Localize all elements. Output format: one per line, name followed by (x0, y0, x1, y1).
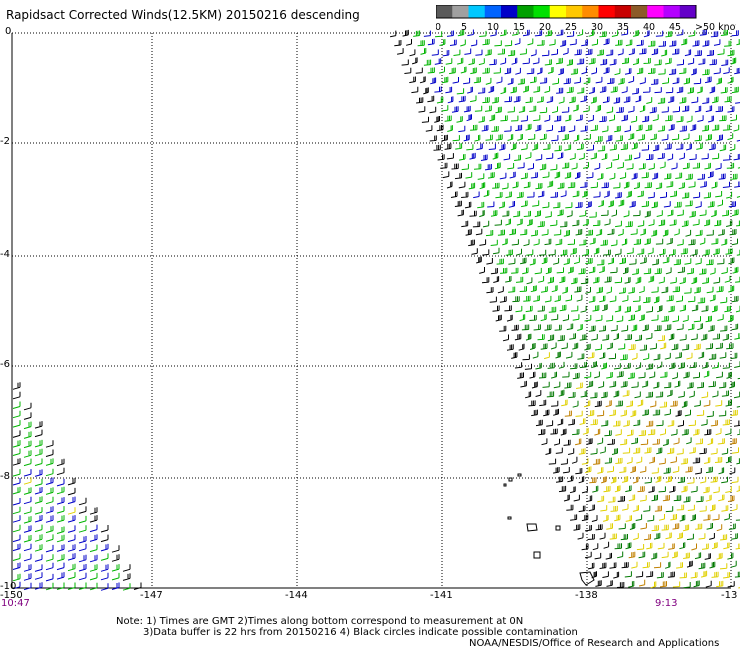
lon-tick-label: -141 (430, 590, 453, 601)
colorbar-swatch (631, 5, 648, 18)
colorbar-swatch (663, 5, 681, 18)
lon-tick-label: -147 (140, 590, 163, 601)
colorbar-swatch (614, 5, 632, 18)
colorbar-swatch (566, 5, 583, 18)
colorbar-label: 20 (539, 22, 551, 33)
colorbar-swatch (452, 5, 469, 18)
colorbar-swatch (679, 5, 697, 18)
map-title: Rapidsact Corrected Winds(12.5KM) 201502… (6, 8, 360, 22)
lon-tick-label: -144 (285, 590, 308, 601)
wind-barb-group (12, 29, 740, 591)
island (507, 516, 512, 520)
wind-barb-group (23, 335, 740, 589)
lat-tick-label: -10 (0, 581, 17, 592)
lon-tick-label: -13 (721, 590, 738, 601)
lat-tick-label: -8 (0, 471, 10, 482)
colorbar-swatch (549, 5, 567, 18)
wind-barb-group (12, 29, 740, 591)
time-right: 9:13 (655, 598, 678, 609)
colorbar-border (436, 5, 697, 19)
note-line-2: 3)Data buffer is 22 hrs from 20150216 4)… (143, 627, 578, 638)
wind-barbs (12, 29, 740, 591)
colorbar-label: 5 (461, 22, 467, 33)
lat-tick-label: -2 (0, 136, 10, 147)
colorbar-label: 45 (669, 22, 681, 33)
wind-barb-group (479, 209, 740, 589)
colorbar-swatch (436, 5, 453, 18)
colorbar-label: 35 (617, 22, 629, 33)
note-line-1: Note: 1) Times are GMT 2)Times along bot… (116, 616, 524, 627)
wind-speed-colorbar: 0 5 10 15 20 25 30 35 40 45 >50 knots (436, 5, 736, 33)
colorbar-swatch (484, 5, 502, 18)
wind-barb-group (564, 400, 737, 588)
colorbar-label: 40 (643, 22, 655, 33)
colorbar-label: 0 (436, 22, 441, 33)
colorbar-label: >50 knots (695, 22, 736, 33)
colorbar-label: 25 (565, 22, 577, 33)
notes: Note: 1) Times are GMT 2)Times along bot… (116, 616, 719, 649)
colorbar-swatch (501, 5, 518, 18)
colorbar-label: 15 (513, 22, 525, 33)
lon-tick-label: -150 (0, 590, 23, 601)
lat-lon-grid (11, 32, 732, 589)
note-line-3: NOAA/NESDIS/Office of Research and Appli… (469, 638, 720, 649)
colorbar-label: 10 (487, 22, 499, 33)
time-left: 10:47 (1, 598, 30, 609)
island (503, 483, 507, 487)
island (526, 523, 538, 532)
lat-tick-label: -4 (0, 249, 10, 260)
colorbar-swatch (468, 5, 486, 18)
colorbar-swatch (647, 5, 664, 18)
island (508, 477, 513, 482)
island (555, 525, 561, 531)
colorbar-swatch (533, 5, 551, 18)
colorbar-swatch (517, 5, 534, 18)
island (517, 473, 522, 477)
colorbar-label: 30 (591, 22, 603, 33)
colorbar-swatch (598, 5, 616, 18)
lat-tick-label: 0 (5, 26, 12, 37)
island (533, 551, 541, 559)
island-outlines (503, 473, 595, 586)
wind-barb-group (12, 29, 740, 590)
lon-tick-label: -138 (575, 590, 598, 601)
lat-tick-label: -6 (0, 359, 10, 370)
colorbar-swatch (582, 5, 599, 18)
island (579, 571, 595, 586)
